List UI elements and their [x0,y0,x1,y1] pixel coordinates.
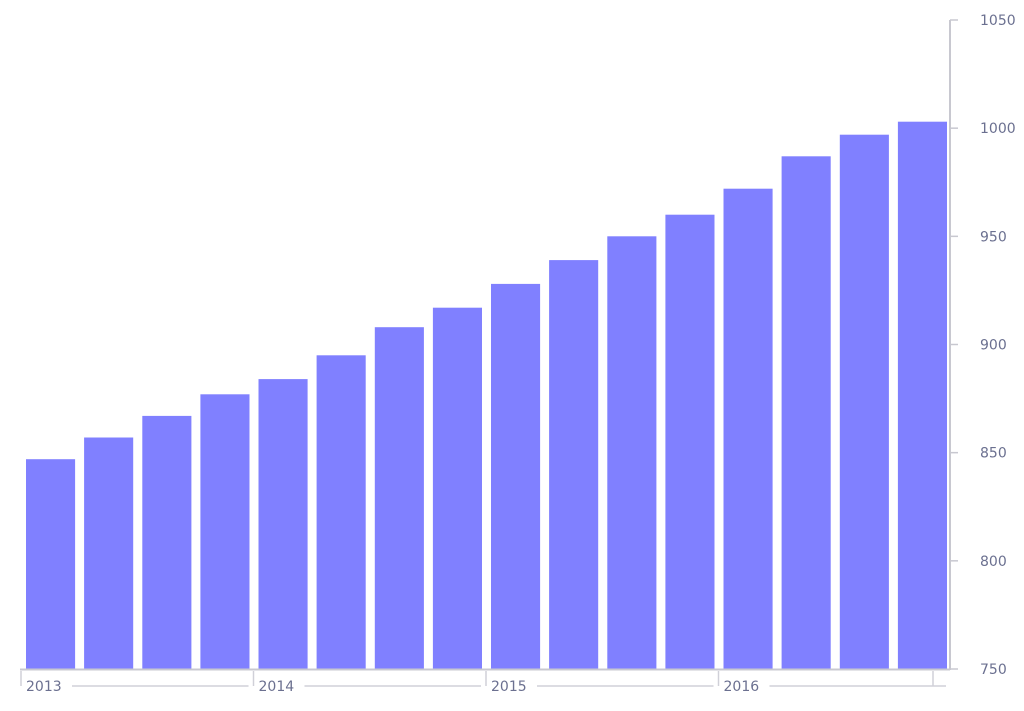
x-group-label-2015: 2015 [491,679,527,695]
bar-8 [432,307,482,669]
x-group-label-2013: 2013 [26,679,62,695]
bar-3 [142,415,192,669]
bar-1 [26,459,76,669]
bar-10 [549,260,599,669]
bar-5 [258,379,308,669]
bar-4 [200,394,250,669]
y-tick-label-850: 850 [980,446,1007,462]
y-tick-label-900: 900 [980,338,1007,354]
bar-6 [316,355,366,669]
x-group-label-2014: 2014 [259,679,295,695]
bar-9 [491,283,541,669]
bar-15 [839,134,889,669]
y-tick-label-750: 750 [980,662,1007,678]
bar-7 [374,327,424,669]
y-tick-label-950: 950 [980,229,1007,245]
x-group-label-2016: 2016 [724,679,760,695]
bar-11 [607,236,657,670]
bar-13 [723,188,773,669]
y-tick-label-1050: 1050 [980,13,1016,29]
bar-2 [84,437,134,669]
y-tick-label-800: 800 [980,554,1007,570]
bar-16 [897,121,947,669]
y-tick-label-1000: 1000 [980,121,1016,137]
bar-14 [781,156,831,670]
axes-group: 750 800 850 900 950 1000 1050 2013 2014 2015 2016 [20,13,1016,695]
bar-12 [665,214,715,669]
bars-group [26,121,947,670]
